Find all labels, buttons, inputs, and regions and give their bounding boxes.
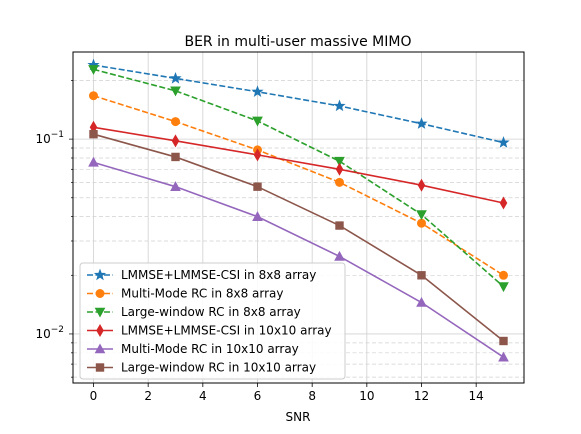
data-point — [170, 181, 181, 191]
legend-label: Large-window RC in 8x8 array — [121, 305, 301, 319]
series-line — [93, 133, 505, 342]
y-tick-label: 10−2 — [35, 325, 64, 341]
series-line — [93, 161, 504, 358]
data-point — [416, 210, 427, 221]
data-point — [499, 196, 508, 210]
series-line — [93, 126, 504, 204]
data-point — [498, 282, 509, 293]
data-point — [499, 270, 508, 280]
legend-marker — [95, 289, 105, 298]
y-axis: 10−2 10−1 — [35, 80, 73, 378]
data-point — [417, 218, 426, 228]
data-point — [335, 177, 344, 187]
legend-label: LMMSE+LMMSE-CSI in 8x8 array — [121, 268, 316, 282]
data-point — [417, 271, 426, 280]
data-point — [333, 99, 346, 112]
data-point — [88, 65, 99, 75]
legend-label: LMMSE+LMMSE-CSI in 10x10 array — [121, 324, 332, 338]
series-5 — [88, 156, 509, 362]
series-2 — [89, 91, 508, 280]
series-line — [93, 94, 504, 276]
x-tick-label: 6 — [254, 389, 262, 403]
data-point — [171, 117, 180, 127]
legend: LMMSE+LMMSE-CSI in 8x8 array Multi-Mode R… — [79, 262, 346, 380]
legend-label: Large-window RC in 10x10 array — [121, 361, 316, 375]
data-point — [88, 156, 99, 167]
y-tick-label: 10−1 — [35, 130, 64, 146]
data-point — [253, 182, 262, 191]
x-tick-label: 8 — [308, 389, 316, 403]
data-point — [89, 129, 98, 139]
legend-item: LMMSE+LMMSE-CSI in 8x8 array — [87, 268, 316, 282]
data-point — [499, 336, 508, 346]
data-point — [416, 296, 427, 307]
data-point — [498, 351, 509, 362]
x-tick-label: 14 — [469, 389, 484, 403]
data-point — [253, 148, 262, 162]
data-point — [170, 86, 181, 97]
data-point — [171, 134, 180, 148]
legend-item: Large-window RC in 10x10 array — [87, 361, 316, 375]
x-tick-label: 10 — [359, 389, 374, 403]
data-point — [417, 178, 426, 192]
legend-label: Multi-Mode RC in 10x10 array — [121, 342, 299, 356]
x-tick-label: 0 — [90, 389, 98, 403]
chart-title: BER in multi-user massive MIMO — [184, 34, 411, 50]
data-point — [497, 136, 510, 148]
legend-marker — [96, 324, 104, 337]
legend-box — [79, 262, 346, 380]
data-point — [171, 152, 180, 162]
legend-marker — [93, 268, 107, 281]
data-point — [169, 71, 182, 84]
x-tick-label: 12 — [414, 389, 429, 403]
legend-item: Large-window RC in 8x8 array — [87, 305, 301, 319]
legend-item: LMMSE+LMMSE-CSI in 10x10 array — [87, 324, 332, 338]
x-tick-label: 4 — [199, 389, 207, 403]
data-point — [335, 162, 344, 176]
legend-item: Multi-Mode RC in 10x10 array — [87, 342, 299, 356]
data-point — [334, 250, 345, 261]
data-point — [415, 117, 428, 129]
data-point — [89, 91, 98, 101]
data-point — [252, 211, 263, 221]
series-3 — [88, 65, 509, 293]
data-point — [335, 221, 344, 230]
legend-marker — [95, 363, 105, 372]
data-point — [251, 85, 264, 97]
x-axis: 0 2 4 6 8 10 12 14 — [90, 383, 484, 403]
series-line — [93, 68, 505, 288]
plot-frame — [72, 51, 525, 384]
series-6 — [89, 129, 508, 346]
legend-label: Multi-Mode RC in 8x8 array — [121, 287, 284, 301]
legend-marker — [94, 343, 106, 354]
x-tick-label: 2 — [144, 389, 152, 403]
data-point — [252, 116, 263, 127]
data-point — [334, 156, 345, 167]
legend-marker — [94, 307, 106, 318]
series-1 — [87, 58, 510, 148]
series-line — [93, 64, 504, 144]
series-layer — [87, 58, 510, 362]
x-axis-label: SNR — [286, 410, 311, 424]
legend-item: Multi-Mode RC in 8x8 array — [87, 287, 284, 301]
